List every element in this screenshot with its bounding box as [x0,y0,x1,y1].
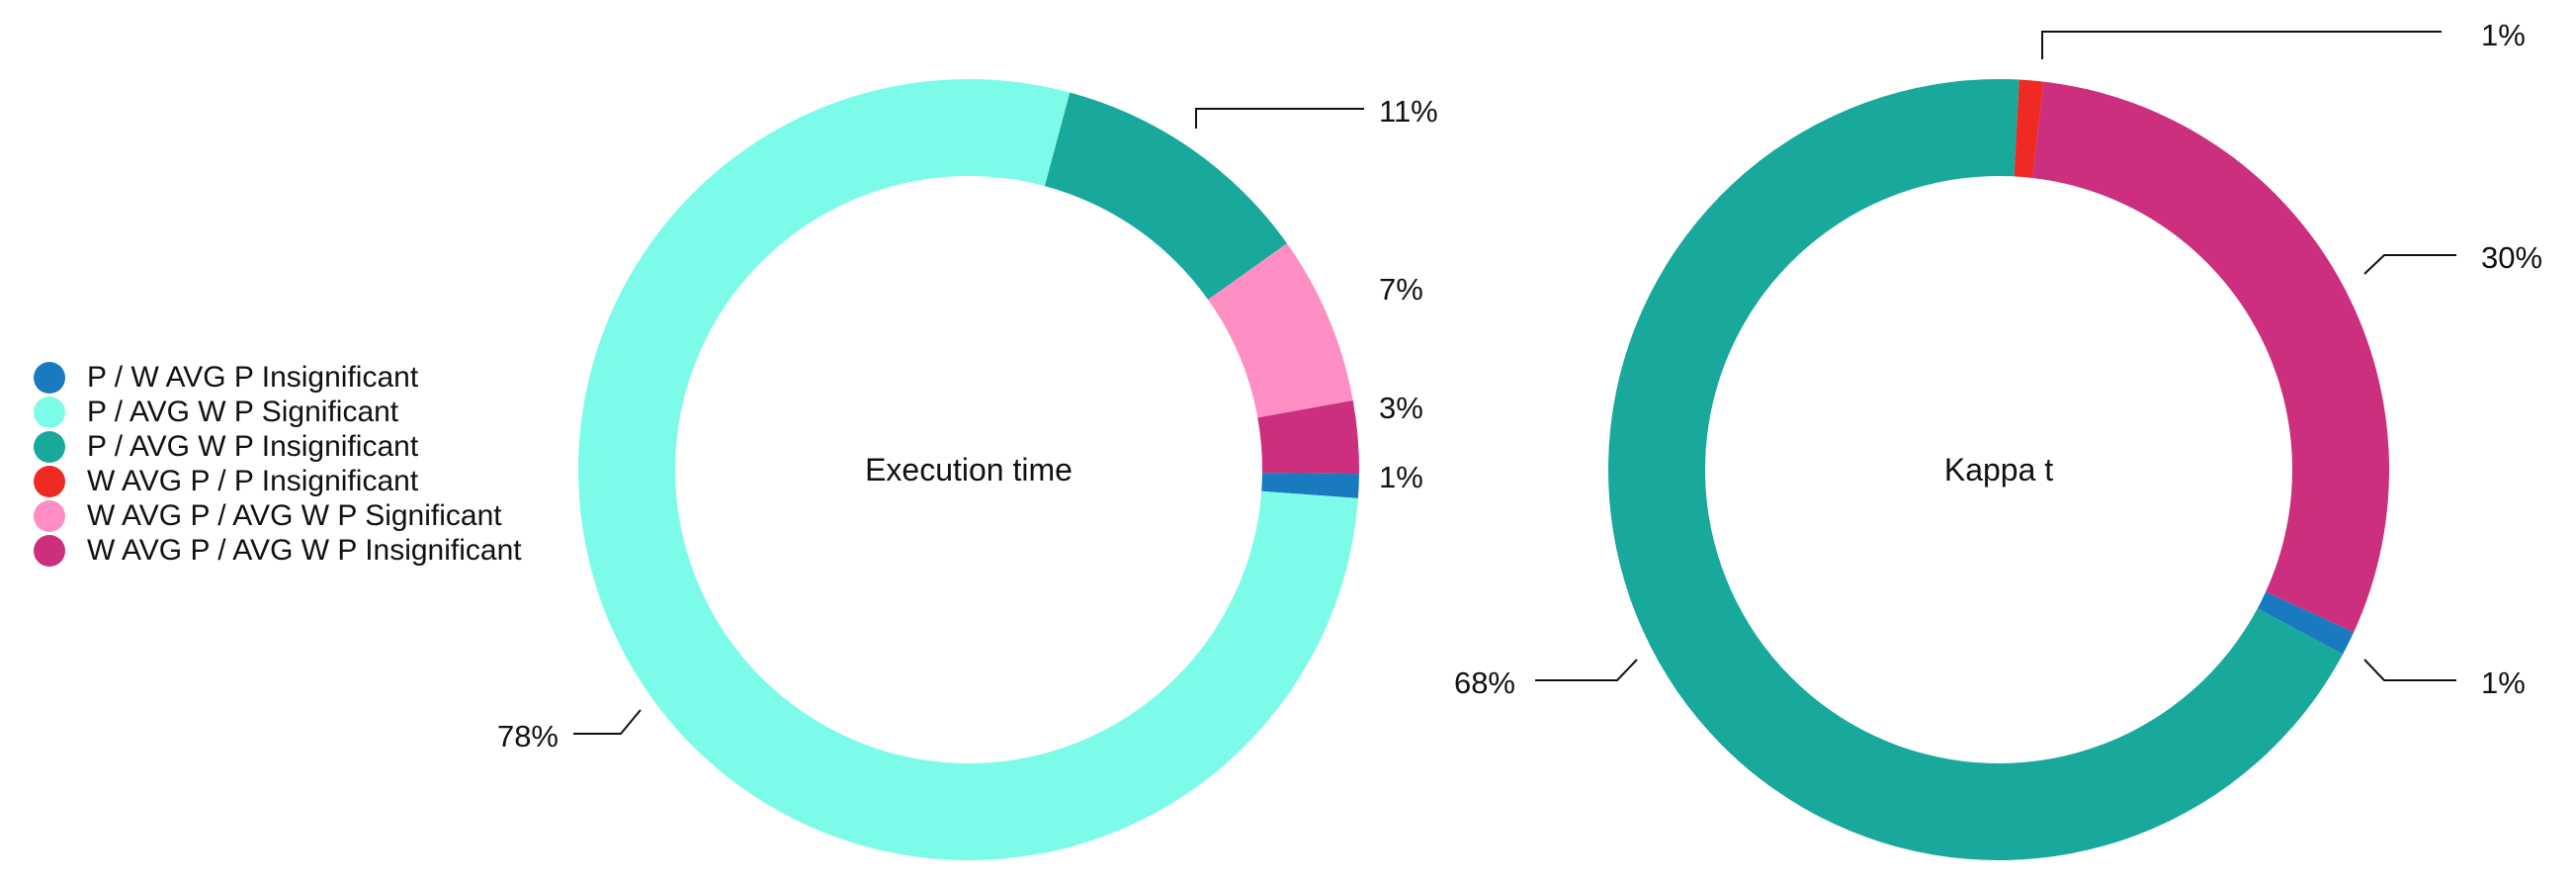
legend-swatch [34,396,65,428]
data-label: 30% [2481,240,2542,275]
legend-label: P / W AVG P Insignificant [87,360,419,394]
legend-label: P / AVG W P Insignificant [87,429,419,463]
legend-swatch [34,499,65,532]
data-label: 1% [2481,665,2526,700]
pie-slice [1044,92,1287,300]
legend-item: P / W AVG P Insignificant [34,360,522,395]
pie-slice [2257,591,2355,655]
legend-item: P / AVG W P Significant [34,395,522,429]
legend-swatch [34,534,65,567]
legend-item: W AVG P / AVG W P Significant [34,498,522,533]
pie-slice [1208,243,1353,418]
data-label: 68% [1454,665,1515,700]
donut-chart-execution-time: Execution time 11% 7% 3% 1% 78% [497,78,1438,860]
legend-label: W AVG P / P Insignificant [87,464,419,497]
legend-swatch [34,430,65,463]
data-label: 1% [2481,18,2526,52]
pie-slice [2032,81,2389,633]
leader-line [2041,31,2442,59]
legend-label: P / AVG W P Significant [87,395,399,428]
legend: P / W AVG P Insignificant P / AVG W P Si… [34,360,522,568]
legend-item: P / AVG W P Insignificant [34,429,522,464]
donut-chart-kappa-t: Kappa t 1% 30% 1% 68% [1454,18,2542,860]
leader-line [573,709,642,735]
leader-line [1195,108,1364,129]
data-label: 11% [1379,94,1438,129]
pie-slice [2014,79,2044,178]
chart-title: Execution time [865,452,1073,487]
leader-line [2363,254,2456,275]
data-label: 3% [1379,391,1423,425]
pie-slice [1257,400,1359,475]
chart-title: Kappa t [1944,452,2053,487]
legend-swatch [34,465,65,497]
legend-item: W AVG P / P Insignificant [34,464,522,498]
pie-slice [1261,473,1359,498]
legend-label: W AVG P / AVG W P Insignificant [87,533,522,567]
leader-line [2363,659,2456,681]
legend-swatch [34,361,65,394]
leader-line [1535,659,1638,681]
legend-label: W AVG P / AVG W P Significant [87,498,502,532]
data-label: 7% [1379,272,1423,307]
data-label: 78% [497,719,558,753]
legend-item: W AVG P / AVG W P Insignificant [34,533,522,568]
data-label: 1% [1379,460,1423,494]
